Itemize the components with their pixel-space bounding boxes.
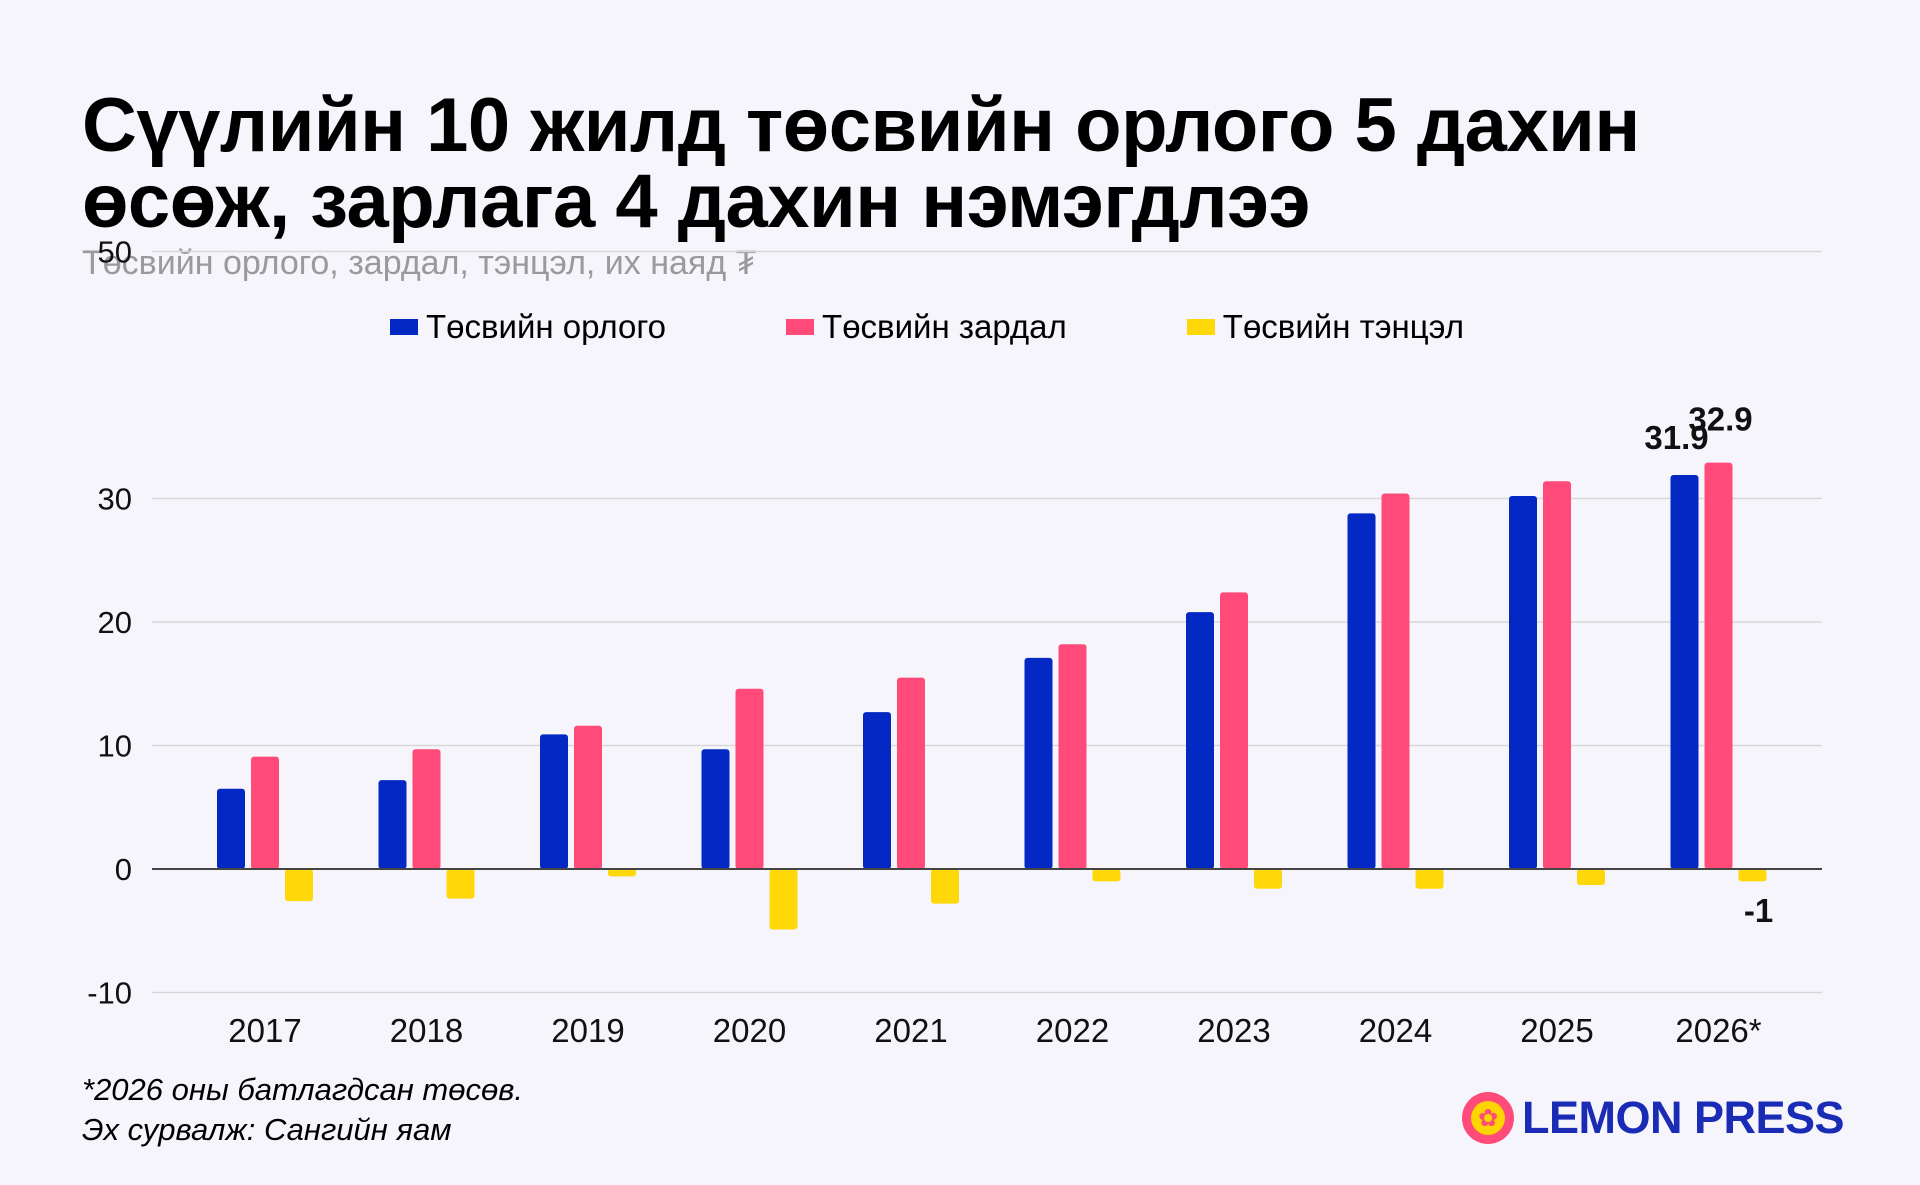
legend-item-expense: Төсвийн зардал (786, 308, 1067, 346)
y-tick-label-20: 20 (98, 605, 132, 640)
x-tick-label-2026*: 2026* (1675, 1012, 1761, 1049)
x-tick-label-2024: 2024 (1359, 1012, 1432, 1049)
bar-balance-2018 (446, 869, 475, 899)
brand-logo: ✿ LEMON PRESS (1462, 1092, 1845, 1144)
x-tick-label-2018: 2018 (390, 1012, 463, 1049)
x-tick-label-2021: 2021 (874, 1012, 947, 1049)
bar-expense-2023 (1220, 592, 1248, 869)
bar-revenue-2022 (1024, 657, 1053, 869)
bar-revenue-2026* (1670, 475, 1699, 869)
bar-revenue-2020 (701, 749, 730, 869)
bar-balance-2017 (285, 869, 313, 902)
bar-balance-2020 (769, 869, 798, 930)
legend-label-balance: Төсвийн тэнцэл (1222, 308, 1465, 345)
chart-legend: Төсвийн орлого Төсвийн зардал Төсвийн тэ… (390, 305, 1584, 349)
brand-name: LEMON PRESS (1522, 1092, 1845, 1143)
data-label-revenue-2026*: 31.9 (1644, 419, 1708, 456)
bar-expense-2021 (897, 677, 925, 869)
legend-item-revenue: Төсвийн орлого (390, 308, 666, 346)
bar-expense-2019 (574, 725, 602, 869)
y-tick-label-30: 30 (98, 482, 132, 517)
legend-item-balance: Төсвийн тэнцэл (1186, 308, 1465, 346)
y-tick-label--10: -10 (87, 976, 132, 1011)
bar-balance-2023 (1254, 869, 1282, 889)
bar-expense-2018 (412, 749, 441, 869)
legend-swatch-expense (786, 319, 815, 335)
footnote-note: *2026 оны батлагдсан төсөв. (82, 1072, 523, 1107)
data-label-expense-2026*: 32.9 (1688, 401, 1752, 438)
y-tick-label-50: 50 (98, 235, 132, 270)
bar-revenue-2021 (863, 712, 891, 869)
bar-revenue-2023 (1186, 612, 1214, 869)
bar-balance-2025 (1577, 869, 1605, 886)
footnote: *2026 оны батлагдсан төсөв. Эх сурвалж: … (82, 1070, 523, 1150)
bar-revenue-2018 (378, 780, 407, 869)
x-tick-label-2023: 2023 (1197, 1012, 1270, 1049)
bar-expense-2024 (1381, 493, 1410, 869)
legend-label-expense: Төсвийн зардал (822, 308, 1067, 345)
chart-title-line-2: өсөж, зарлага 4 дахин нэмэгдлээ (82, 159, 1311, 244)
bar-expense-2025 (1543, 481, 1571, 869)
lemon-icon: ✿ (1462, 1092, 1514, 1144)
bar-balance-2019 (608, 869, 636, 877)
legend-label-revenue: Төсвийн орлого (426, 308, 667, 345)
bar-expense-2026* (1704, 462, 1733, 869)
bar-revenue-2025 (1509, 496, 1537, 869)
bar-balance-2022 (1092, 869, 1121, 882)
bar-balance-2026* (1738, 869, 1767, 882)
x-tick-label-2019: 2019 (551, 1012, 624, 1049)
bar-revenue-2024 (1347, 513, 1376, 869)
chart-title-line-1: Сүүлийн 10 жилд төсвийн орлого 5 дахин (82, 83, 1640, 168)
footnote-source: Эх сурвалж: Сангийн яам (82, 1112, 452, 1147)
data-label-balance-2026*: -1 (1744, 892, 1773, 929)
bar-expense-2022 (1058, 644, 1087, 869)
bar-revenue-2019 (540, 734, 568, 869)
x-tick-label-2017: 2017 (228, 1012, 301, 1049)
bar-expense-2017 (251, 756, 279, 869)
bar-expense-2020 (735, 688, 764, 869)
y-tick-label-10: 10 (98, 729, 132, 764)
x-tick-label-2025: 2025 (1520, 1012, 1593, 1049)
chart-title: Сүүлийн 10 жилд төсвийн орлого 5 дахин ө… (82, 88, 1782, 240)
chart-subtitle: Төсвийн орлого, зардал, тэнцэл, их наяд … (82, 244, 757, 282)
bar-balance-2024 (1415, 869, 1444, 889)
y-tick-label-0: 0 (115, 852, 132, 887)
bar-balance-2021 (931, 869, 959, 904)
legend-swatch-balance (1186, 319, 1215, 335)
legend-swatch-revenue (390, 319, 418, 335)
bar-revenue-2017 (217, 788, 245, 869)
x-tick-label-2022: 2022 (1036, 1012, 1109, 1049)
x-tick-label-2020: 2020 (713, 1012, 786, 1049)
